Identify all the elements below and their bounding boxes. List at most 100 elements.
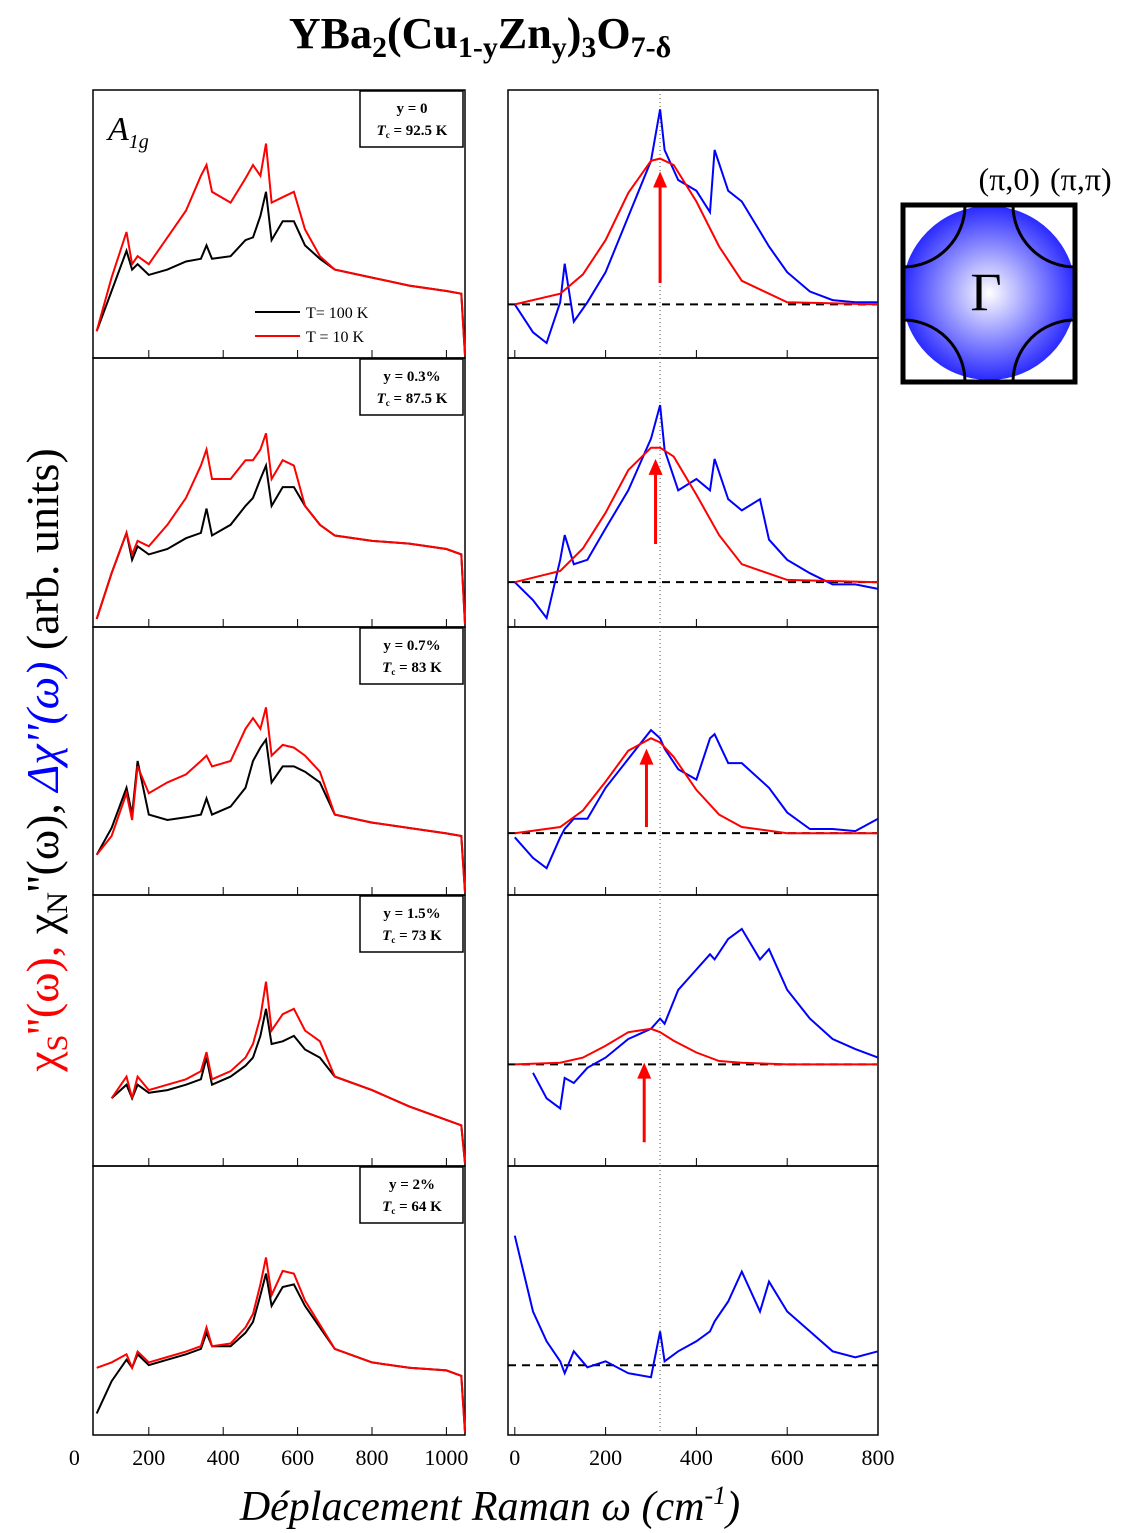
arrow-head bbox=[648, 458, 663, 475]
x-tick-label: 800 bbox=[356, 1445, 389, 1470]
y-label-part: N bbox=[41, 892, 74, 914]
y-label-part: (arb. units) bbox=[17, 448, 68, 661]
x-label-part: -1 bbox=[705, 1481, 727, 1510]
title-part: Zn bbox=[498, 9, 552, 58]
title-part: 7-δ bbox=[631, 31, 672, 64]
tc-value: = 64 K bbox=[395, 1199, 442, 1215]
tc-symbol: T bbox=[382, 660, 392, 676]
bz-label: (π,π) bbox=[1050, 161, 1112, 197]
panel-label: y = 0 bbox=[396, 101, 427, 117]
y-label-part: ''(ω), bbox=[17, 934, 68, 1035]
tc-label: Tc = 73 K bbox=[382, 928, 442, 945]
series-line bbox=[95, 143, 466, 356]
panel-frame bbox=[507, 89, 879, 359]
title-part: O bbox=[596, 9, 630, 58]
x-tick-label: 800 bbox=[862, 1445, 895, 1470]
panel-label: y = 2% bbox=[389, 1177, 435, 1193]
title-part: y bbox=[552, 31, 567, 64]
y-axis-label: χS''(ω), χN''(ω), Δχ''(ω) (arb. units) bbox=[17, 448, 74, 1073]
chart-title: YBa2(Cu1-yZny)3O7-δ bbox=[289, 9, 671, 64]
arrow-head bbox=[653, 171, 668, 188]
tc-value: = 92.5 K bbox=[390, 123, 448, 139]
series-line bbox=[514, 728, 879, 870]
tc-symbol: T bbox=[377, 391, 387, 407]
bz-label: (π,0) bbox=[979, 161, 1040, 197]
tc-sub: c bbox=[386, 130, 390, 140]
series-line bbox=[95, 736, 466, 893]
y-label-part: Δχ''(ω) bbox=[17, 662, 68, 794]
series-line bbox=[514, 404, 879, 621]
series-line bbox=[95, 432, 466, 625]
tc-sub: c bbox=[391, 667, 395, 677]
title-part: 3 bbox=[581, 31, 596, 64]
x-tick-label: 600 bbox=[281, 1445, 314, 1470]
tc-label: Tc = 87.5 K bbox=[377, 391, 448, 408]
fermi-surface: (π,0) (π,π) Γ bbox=[900, 161, 1112, 385]
series-line bbox=[532, 927, 879, 1111]
title-part: 2 bbox=[372, 31, 387, 64]
series-line bbox=[95, 461, 466, 625]
x-tick-label: 200 bbox=[132, 1445, 165, 1470]
x-label-part: Déplacement Raman ω (cm bbox=[239, 1484, 705, 1530]
y-label-part: ''(ω), bbox=[17, 792, 68, 893]
tc-symbol: T bbox=[382, 928, 392, 944]
annotation-part: A bbox=[106, 111, 129, 148]
series-line bbox=[110, 981, 466, 1164]
tc-value: = 73 K bbox=[395, 928, 442, 944]
series-line bbox=[514, 737, 878, 835]
legend-label: T = 10 K bbox=[306, 329, 365, 346]
panel-frame bbox=[92, 1165, 466, 1436]
panel-label: y = 1.5% bbox=[383, 906, 440, 922]
series-line bbox=[95, 707, 466, 893]
series-line bbox=[513, 109, 878, 345]
panel-label: y = 0.7% bbox=[383, 638, 440, 654]
tc-value: = 87.5 K bbox=[390, 391, 448, 407]
x-tick-label: 400 bbox=[680, 1445, 713, 1470]
panel-label-box bbox=[359, 1166, 464, 1224]
series-line bbox=[95, 191, 466, 356]
title-part: ) bbox=[567, 9, 582, 58]
panel-label-box bbox=[359, 627, 464, 685]
title-part: 1-y bbox=[458, 31, 498, 64]
title-part: YBa bbox=[289, 9, 372, 58]
arrow-head bbox=[639, 748, 654, 765]
x-tick-label: 600 bbox=[771, 1445, 804, 1470]
series-line bbox=[513, 1235, 879, 1379]
x-label-part: ) bbox=[724, 1484, 740, 1530]
tc-label: Tc = 92.5 K bbox=[377, 123, 448, 140]
panel-frame bbox=[507, 1165, 879, 1436]
annotation: A1g bbox=[106, 111, 149, 153]
x-tick-label: 0 bbox=[509, 1445, 520, 1470]
panel-frame bbox=[507, 357, 879, 628]
legend-label: T= 100 K bbox=[306, 305, 369, 322]
tc-sub: c bbox=[386, 398, 390, 408]
tc-label: Tc = 83 K bbox=[382, 660, 442, 677]
bz-center: Γ bbox=[970, 262, 1001, 322]
series-line bbox=[514, 446, 879, 584]
y-label-part: S bbox=[41, 1035, 74, 1052]
y-label-part: χ bbox=[17, 1051, 68, 1073]
panel-label-box bbox=[359, 90, 464, 148]
tc-value: = 83 K bbox=[395, 660, 442, 676]
tc-symbol: T bbox=[382, 1199, 392, 1215]
tc-symbol: T bbox=[377, 123, 387, 139]
tc-sub: c bbox=[391, 1206, 395, 1216]
x-tick-label: 0 bbox=[69, 1445, 80, 1470]
x-axis-label: Déplacement Raman ω (cm-1) bbox=[239, 1481, 740, 1530]
series-line bbox=[95, 1273, 466, 1433]
panel-label: y = 0.3% bbox=[383, 369, 440, 385]
series-line bbox=[514, 1027, 878, 1066]
x-tick-label: 400 bbox=[207, 1445, 240, 1470]
x-tick-label: 200 bbox=[589, 1445, 622, 1470]
title-part: (Cu bbox=[387, 9, 458, 58]
panel-frame bbox=[507, 626, 879, 896]
tc-sub: c bbox=[391, 935, 395, 945]
panel-label-box bbox=[359, 895, 464, 953]
arrow-head bbox=[637, 1062, 652, 1079]
series-line bbox=[96, 1257, 466, 1433]
panel-label-box bbox=[359, 358, 464, 416]
x-tick-label: 1000 bbox=[424, 1445, 468, 1470]
series-line bbox=[514, 157, 879, 306]
tc-label: Tc = 64 K bbox=[382, 1199, 442, 1216]
